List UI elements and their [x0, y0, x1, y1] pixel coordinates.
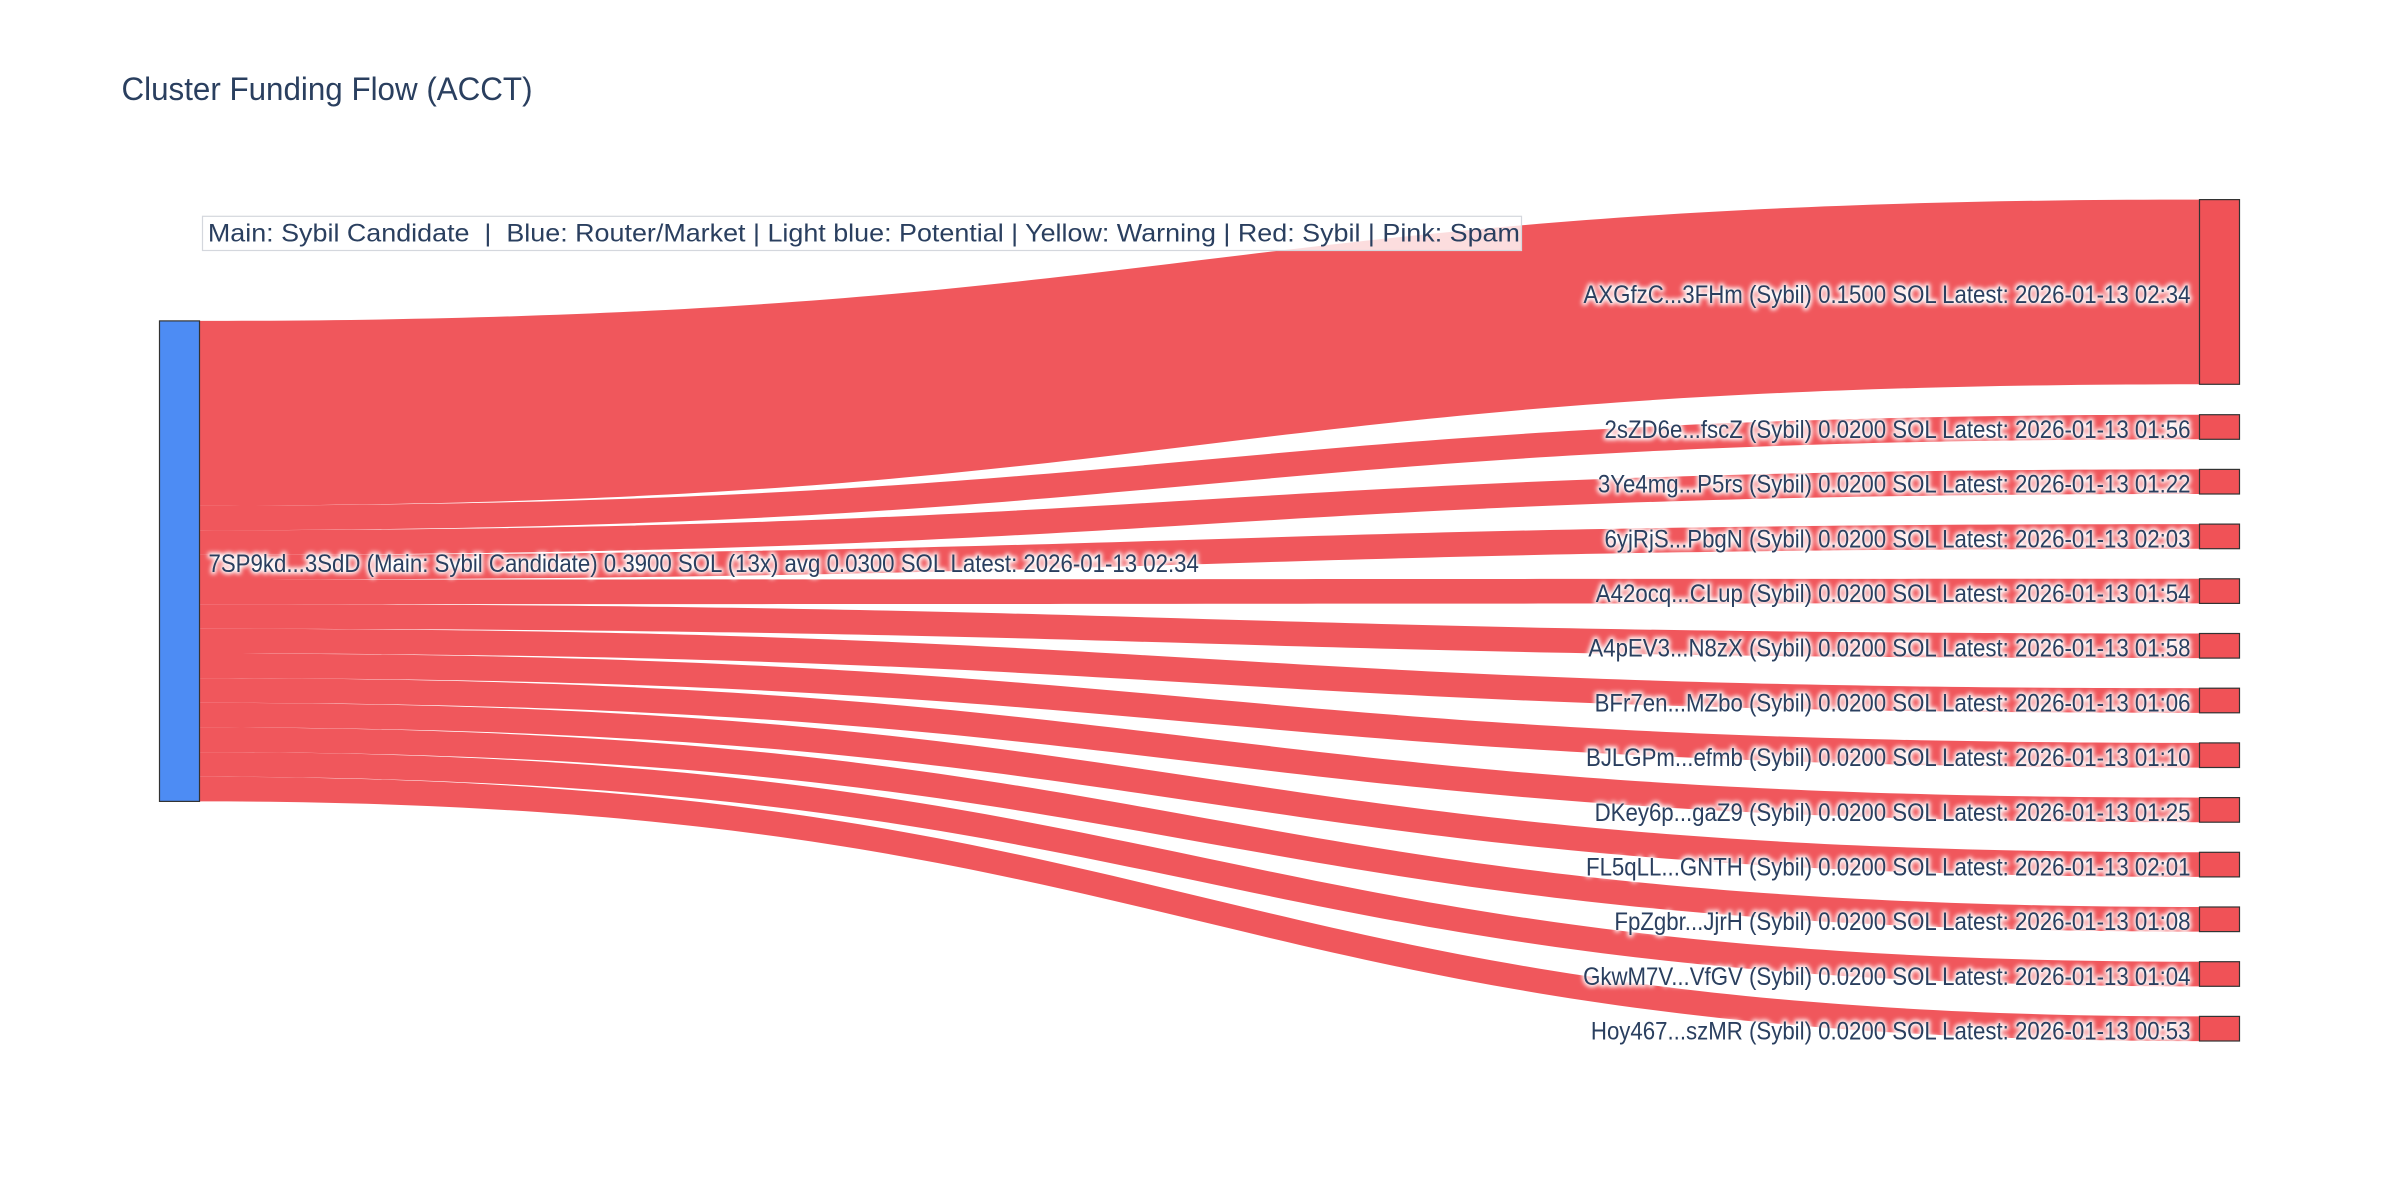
svg-text:3Ye4mg...P5rs (Sybil) 0.0200 S: 3Ye4mg...P5rs (Sybil) 0.0200 SOL Latest:… — [1598, 471, 2191, 499]
svg-text:2sZD6e...fscZ (Sybil) 0.0200 S: 2sZD6e...fscZ (Sybil) 0.0200 SOL Latest:… — [1605, 416, 2191, 444]
svg-text:AXGfzC...3FHm (Sybil) 0.1500 S: AXGfzC...3FHm (Sybil) 0.1500 SOL Latest:… — [1584, 281, 2191, 309]
svg-text:Hoy467...szMR (Sybil) 0.0200 S: Hoy467...szMR (Sybil) 0.0200 SOL Latest:… — [1591, 1018, 2191, 1046]
svg-text:A42ocq...CLup (Sybil) 0.0200 S: A42ocq...CLup (Sybil) 0.0200 SOL Latest:… — [1596, 580, 2191, 608]
svg-text:FL5qLL...GNTH (Sybil) 0.0200 S: FL5qLL...GNTH (Sybil) 0.0200 SOL Latest:… — [1586, 854, 2191, 882]
svg-text:BJLGPm...efmb (Sybil) 0.0200 S: BJLGPm...efmb (Sybil) 0.0200 SOL Latest:… — [1586, 744, 2191, 772]
svg-text:FL5qLL...GNTH (Sybil) 0.0200 S: FL5qLL...GNTH (Sybil) 0.0200 SOL Latest:… — [1586, 854, 2191, 882]
svg-text:FpZgbr...JjrH (Sybil) 0.0200 S: FpZgbr...JjrH (Sybil) 0.0200 SOL Latest:… — [1614, 908, 2190, 936]
svg-text:A42ocq...CLup (Sybil) 0.0200 S: A42ocq...CLup (Sybil) 0.0200 SOL Latest:… — [1596, 580, 2191, 608]
svg-text:BFr7en...MZbo (Sybil) 0.0200 S: BFr7en...MZbo (Sybil) 0.0200 SOL Latest:… — [1595, 689, 2191, 717]
svg-text:6yjRjS...PbgN (Sybil) 0.0200 S: 6yjRjS...PbgN (Sybil) 0.0200 SOL Latest:… — [1605, 525, 2191, 553]
svg-text:A4pEV3...N8zX (Sybil) 0.0200 S: A4pEV3...N8zX (Sybil) 0.0200 SOL Latest:… — [1588, 635, 2190, 663]
svg-text:DKey6p...gaZ9 (Sybil) 0.0200 S: DKey6p...gaZ9 (Sybil) 0.0200 SOL Latest:… — [1595, 799, 2191, 827]
svg-text:FpZgbr...JjrH (Sybil) 0.0200 S: FpZgbr...JjrH (Sybil) 0.0200 SOL Latest:… — [1614, 908, 2190, 936]
svg-text:Cluster Funding Flow (ACCT): Cluster Funding Flow (ACCT) — [122, 71, 533, 107]
svg-text:Hoy467...szMR (Sybil) 0.0200 S: Hoy467...szMR (Sybil) 0.0200 SOL Latest:… — [1591, 1018, 2191, 1046]
svg-text:6yjRjS...PbgN (Sybil) 0.0200 S: 6yjRjS...PbgN (Sybil) 0.0200 SOL Latest:… — [1605, 525, 2191, 553]
svg-text:2sZD6e...fscZ (Sybil) 0.0200 S: 2sZD6e...fscZ (Sybil) 0.0200 SOL Latest:… — [1605, 416, 2191, 444]
svg-text:7SP9kd...3SdD (Main: Sybil Can: 7SP9kd...3SdD (Main: Sybil Candidate) 0.… — [209, 550, 1200, 578]
svg-text:A4pEV3...N8zX (Sybil) 0.0200 S: A4pEV3...N8zX (Sybil) 0.0200 SOL Latest:… — [1588, 635, 2190, 663]
svg-text:3Ye4mg...P5rs (Sybil) 0.0200 S: 3Ye4mg...P5rs (Sybil) 0.0200 SOL Latest:… — [1598, 471, 2191, 499]
svg-text:7SP9kd...3SdD (Main: Sybil Can: 7SP9kd...3SdD (Main: Sybil Candidate) 0.… — [209, 550, 1200, 578]
svg-text:BJLGPm...efmb (Sybil) 0.0200 S: BJLGPm...efmb (Sybil) 0.0200 SOL Latest:… — [1586, 744, 2191, 772]
svg-text:GkwM7V...VfGV (Sybil) 0.0200 S: GkwM7V...VfGV (Sybil) 0.0200 SOL Latest:… — [1583, 963, 2191, 991]
svg-text:DKey6p...gaZ9 (Sybil) 0.0200 S: DKey6p...gaZ9 (Sybil) 0.0200 SOL Latest:… — [1595, 799, 2191, 827]
svg-text:Main: Sybil Candidate | Blue: Main: Sybil Candidate | Blue: Router/Mar… — [208, 220, 1520, 248]
svg-text:GkwM7V...VfGV (Sybil) 0.0200 S: GkwM7V...VfGV (Sybil) 0.0200 SOL Latest:… — [1583, 963, 2191, 991]
svg-text:BFr7en...MZbo (Sybil) 0.0200 S: BFr7en...MZbo (Sybil) 0.0200 SOL Latest:… — [1595, 689, 2191, 717]
svg-text:AXGfzC...3FHm (Sybil) 0.1500 S: AXGfzC...3FHm (Sybil) 0.1500 SOL Latest:… — [1584, 281, 2191, 309]
